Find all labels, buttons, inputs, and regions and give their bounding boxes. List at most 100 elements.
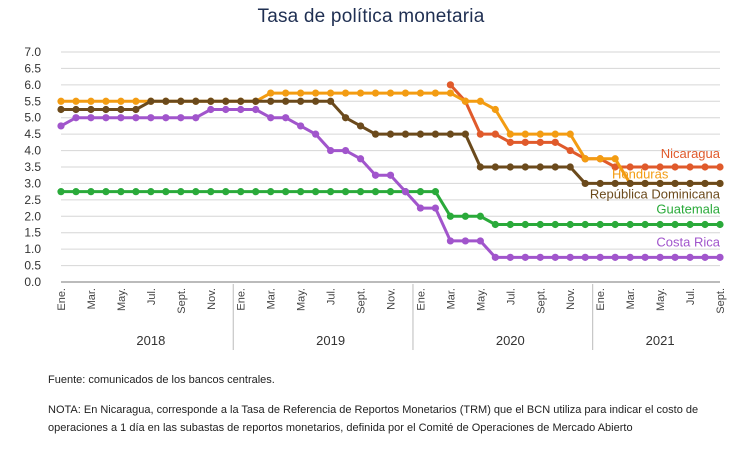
x-tick-label: Sept.: [715, 288, 727, 314]
data-point-nicaragua: [491, 130, 499, 138]
data-point-nicaragua: [671, 163, 679, 171]
data-point-guatemala: [461, 212, 469, 220]
x-tick-label: Ene.: [56, 288, 68, 311]
data-point-honduras: [386, 89, 395, 97]
data-point-republica-dominicana: [491, 163, 499, 171]
x-tick-label: Nov.: [386, 288, 398, 310]
data-point-republica-dominicana: [356, 122, 365, 130]
data-point-costa-rica: [192, 114, 200, 122]
data-point-republica-dominicana: [87, 105, 95, 114]
data-point-honduras: [102, 97, 110, 105]
data-point-guatemala: [476, 212, 484, 220]
data-point-honduras: [72, 97, 80, 105]
data-point-republica-dominicana: [57, 105, 65, 114]
data-point-guatemala: [416, 188, 425, 196]
data-point-republica-dominicana: [611, 179, 619, 188]
data-point-costa-rica: [611, 253, 619, 261]
data-point-republica-dominicana: [416, 130, 425, 138]
data-point-guatemala: [371, 188, 380, 196]
data-point-costa-rica: [297, 122, 305, 130]
data-point-costa-rica: [371, 171, 380, 179]
data-point-costa-rica: [386, 171, 395, 179]
x-tick-label: Mar.: [266, 288, 278, 309]
data-point-honduras: [341, 89, 350, 97]
data-point-costa-rica: [581, 253, 589, 261]
data-point-guatemala: [102, 188, 110, 196]
data-point-republica-dominicana: [222, 97, 230, 105]
data-point-republica-dominicana: [536, 163, 544, 171]
data-point-guatemala: [162, 188, 170, 196]
data-point-nicaragua: [566, 146, 574, 155]
data-point-guatemala: [626, 220, 634, 229]
data-point-republica-dominicana: [581, 179, 589, 188]
data-point-costa-rica: [401, 188, 410, 196]
data-point-guatemala: [117, 188, 125, 196]
year-label: 2019: [316, 333, 345, 348]
y-tick-label: 7.0: [24, 45, 41, 59]
series-label: Costa Rica: [656, 234, 720, 249]
data-point-guatemala: [282, 188, 290, 196]
y-tick-label: 3.0: [24, 176, 41, 190]
data-point-costa-rica: [177, 114, 185, 122]
data-point-honduras: [117, 97, 125, 105]
data-point-republica-dominicana: [162, 97, 170, 105]
x-tick-label: Mar.: [86, 288, 98, 309]
y-tick-label: 4.5: [24, 127, 41, 141]
data-point-guatemala: [536, 220, 544, 229]
data-point-honduras: [297, 89, 305, 97]
data-point-guatemala: [641, 220, 649, 229]
x-tick-label: Nov.: [206, 288, 218, 310]
x-tick-label: Mar.: [445, 288, 457, 309]
data-point-nicaragua: [611, 163, 619, 171]
y-tick-label: 5.5: [24, 94, 41, 108]
series-label: Nicaragua: [661, 146, 721, 161]
y-tick-label: 1.0: [24, 242, 41, 256]
data-point-republica-dominicana: [506, 163, 514, 171]
x-tick-label: Ene.: [595, 288, 607, 311]
data-point-republica-dominicana: [341, 114, 350, 122]
data-point-honduras: [416, 89, 425, 97]
data-point-guatemala: [506, 220, 514, 229]
year-label: 2018: [136, 333, 165, 348]
data-point-costa-rica: [686, 253, 694, 261]
x-tick-label: Nov.: [565, 288, 577, 310]
data-point-costa-rica: [671, 253, 679, 261]
data-point-costa-rica: [147, 114, 155, 122]
data-point-republica-dominicana: [237, 97, 245, 105]
data-point-nicaragua: [476, 130, 484, 138]
data-point-honduras: [461, 97, 469, 105]
year-label: 2020: [496, 333, 525, 348]
year-label: 2021: [646, 333, 675, 348]
data-point-guatemala: [237, 188, 245, 196]
data-point-costa-rica: [446, 237, 455, 245]
data-point-republica-dominicana: [716, 179, 724, 188]
data-point-honduras: [551, 130, 559, 138]
data-point-guatemala: [701, 220, 709, 229]
methodology-note: NOTA: En Nicaragua, corresponde a la Tas…: [48, 404, 699, 434]
data-point-costa-rica: [222, 105, 230, 114]
series-label: Guatemala: [656, 202, 720, 217]
data-point-honduras: [371, 89, 380, 97]
y-tick-label: 2.5: [24, 193, 41, 207]
x-tick-label: Sept.: [176, 288, 188, 314]
data-point-republica-dominicana: [252, 97, 260, 105]
data-point-honduras: [132, 97, 140, 105]
data-point-honduras: [356, 89, 365, 97]
data-point-costa-rica: [237, 105, 245, 114]
data-point-republica-dominicana: [282, 97, 290, 105]
data-point-honduras: [476, 97, 484, 105]
data-point-republica-dominicana: [566, 163, 574, 171]
data-point-costa-rica: [207, 105, 215, 114]
data-point-republica-dominicana: [386, 130, 395, 138]
data-point-republica-dominicana: [656, 179, 664, 188]
line-chart: 0.0 0.5 1.0 1.5 2.0 2.5 3.0 3.5 4.0 4.5 5.0 5.5 6.0 6…: [24, 45, 727, 350]
data-point-republica-dominicana: [671, 179, 679, 188]
y-tick-label: 0.0: [24, 275, 41, 289]
data-point-republica-dominicana: [446, 130, 455, 138]
data-point-guatemala: [596, 220, 604, 229]
data-point-republica-dominicana: [192, 97, 200, 105]
data-point-honduras: [581, 155, 589, 163]
data-point-guatemala: [87, 188, 95, 196]
x-tick-label: Jul.: [685, 288, 697, 305]
data-point-guatemala: [57, 188, 65, 196]
